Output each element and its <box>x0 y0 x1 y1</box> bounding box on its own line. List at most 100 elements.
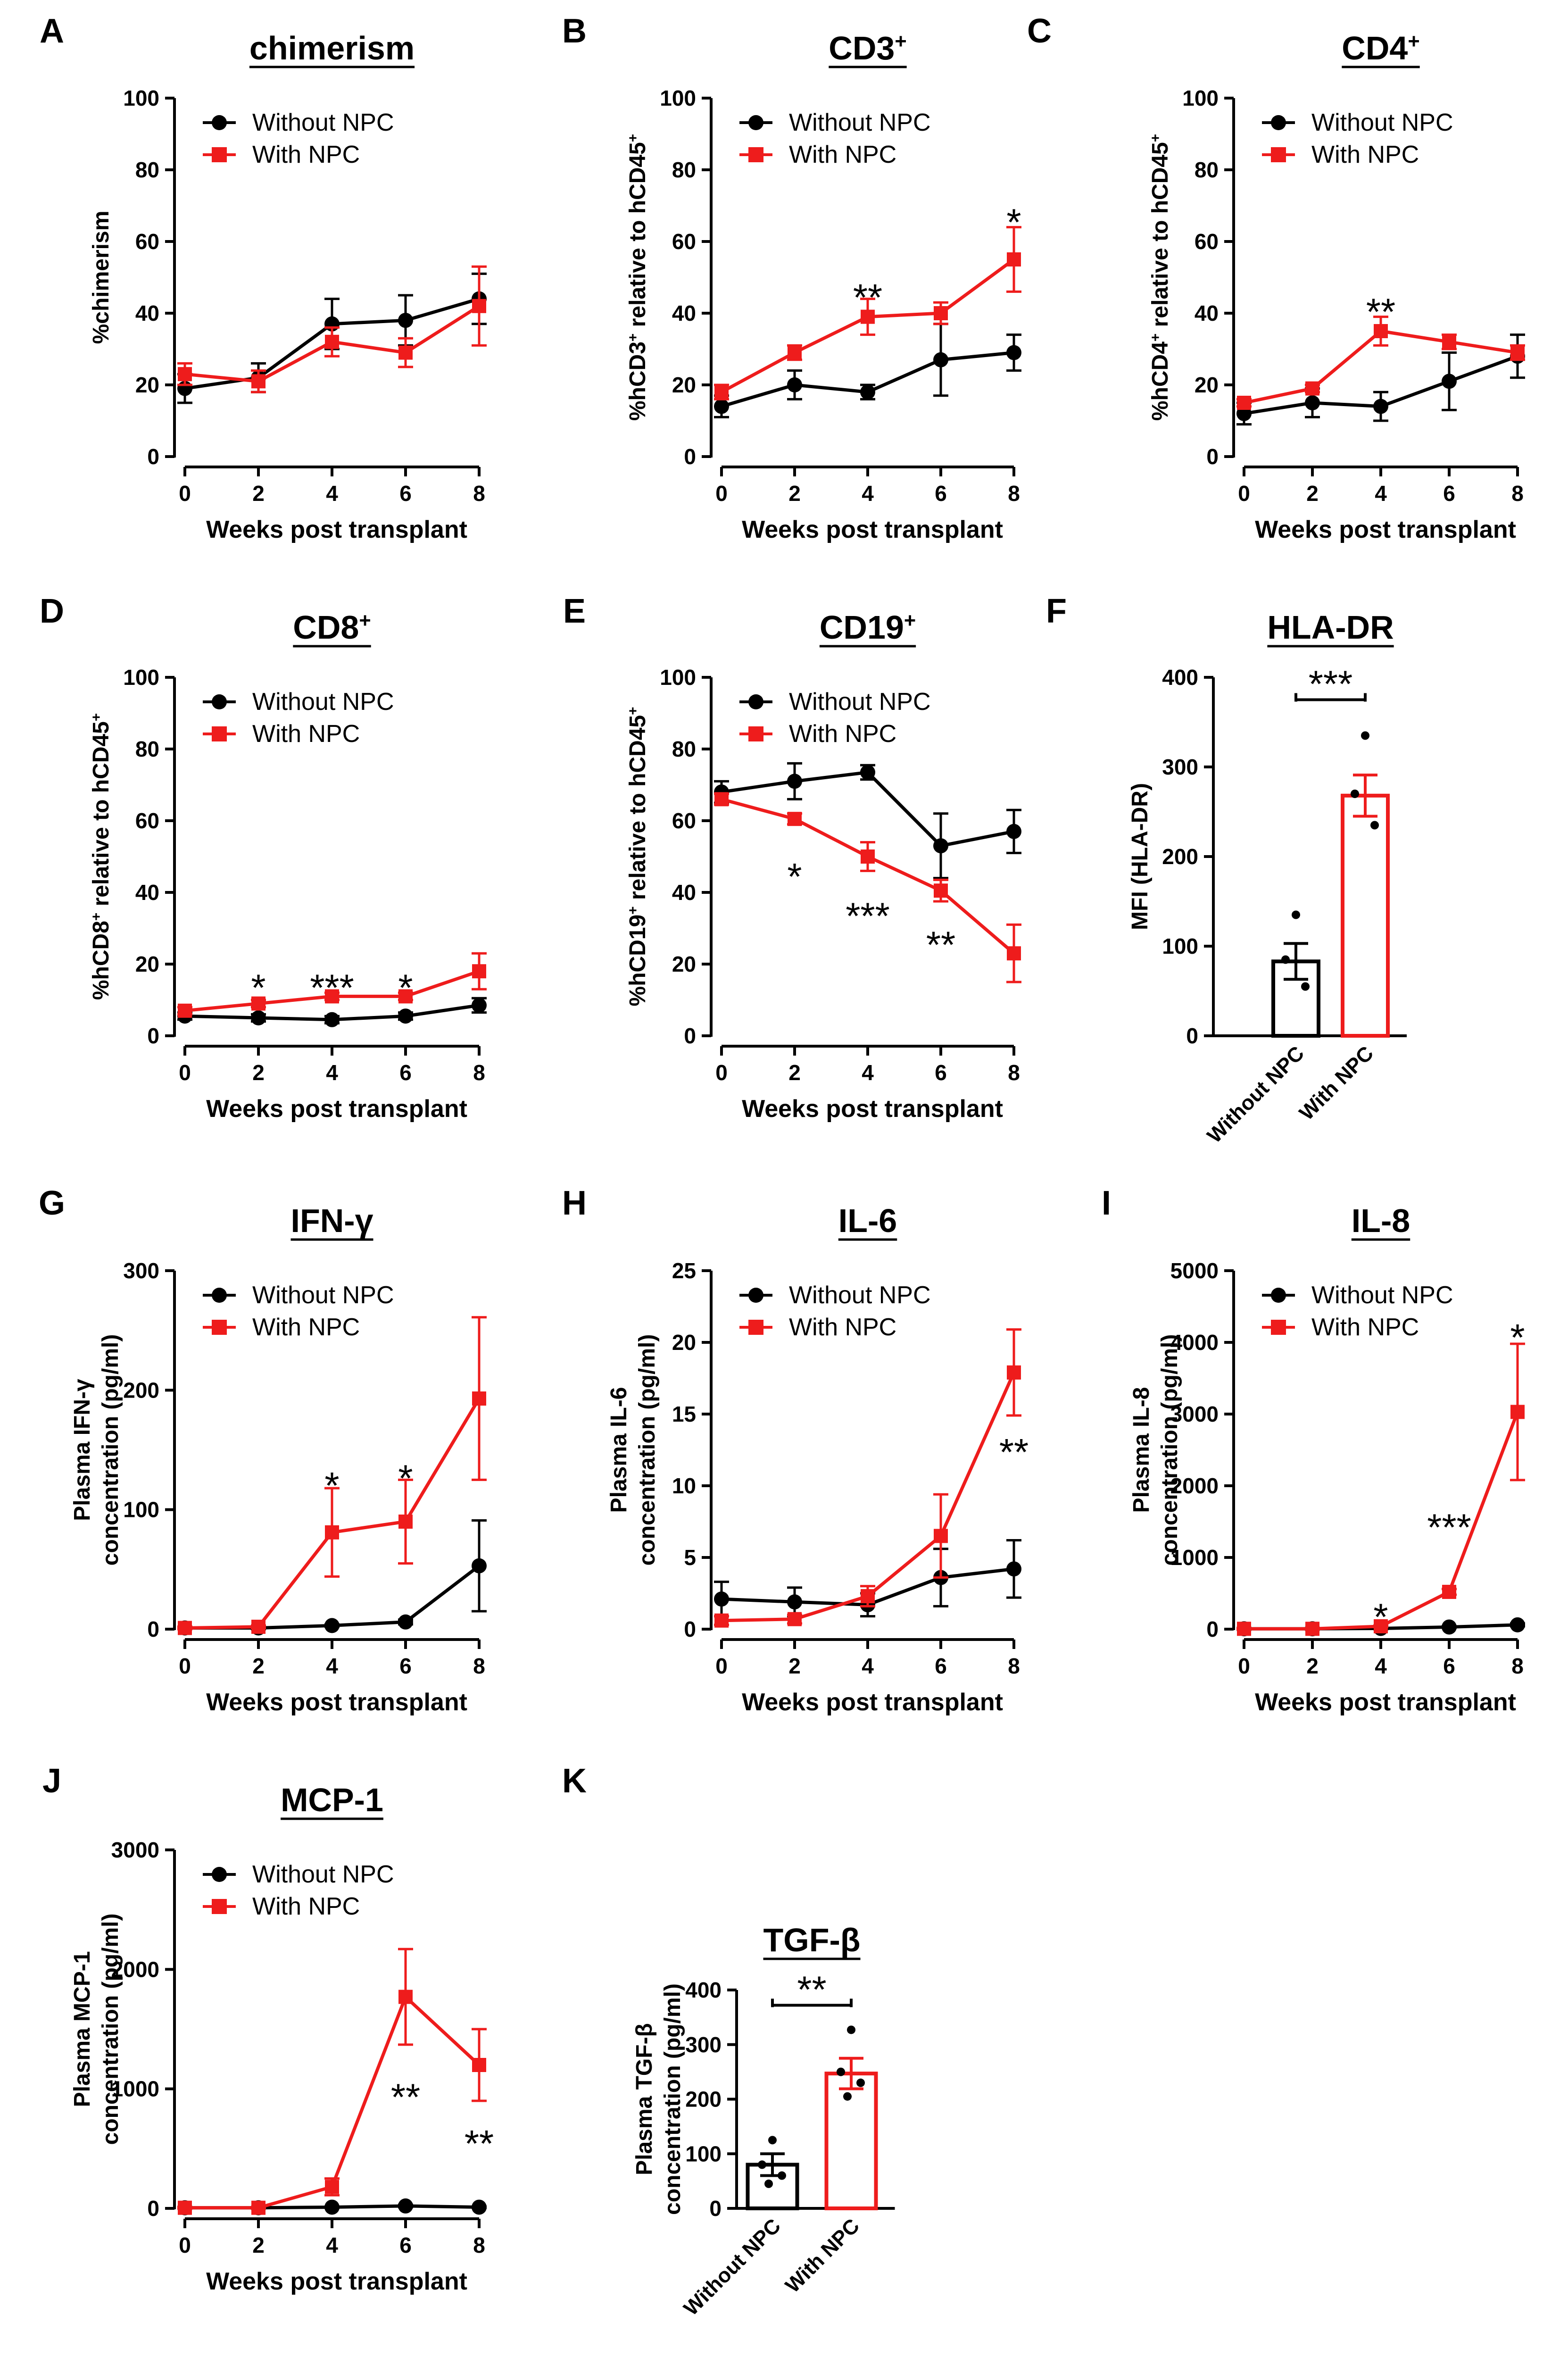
legend-label: Without NPC <box>1311 109 1453 136</box>
significance-marker: * <box>1006 201 1021 243</box>
y-tick-label: 100 <box>660 665 696 690</box>
legend-label: Without NPC <box>252 109 394 136</box>
data-point <box>1007 252 1021 266</box>
significance-marker: ** <box>999 1431 1029 1473</box>
y-tick-label: 0 <box>147 1617 159 1641</box>
x-tick-label: 4 <box>862 1654 874 1678</box>
data-point <box>324 1618 340 1633</box>
legend-label: Without NPC <box>1311 1282 1453 1309</box>
significance-marker: * <box>251 967 265 1009</box>
y-axis-label: concentration (pg/ml) <box>1157 1334 1182 1566</box>
x-tick-label: 0 <box>1238 1654 1250 1678</box>
data-point <box>178 1621 192 1635</box>
legend-label: With NPC <box>252 141 360 168</box>
y-axis-label: %hCD4+ relative to hCD45+ <box>1148 134 1173 421</box>
x-tick-label: 8 <box>1008 481 1020 506</box>
data-point <box>787 1594 802 1610</box>
panel-letter-j: J <box>42 1762 61 1800</box>
x-tick-label: 4 <box>1375 1654 1387 1678</box>
x-tick-label: 2 <box>252 2233 265 2257</box>
individual-point <box>1301 982 1310 991</box>
significance-marker: *** <box>846 895 889 937</box>
y-axis-label: Plasma IL-6 <box>606 1387 631 1513</box>
data-point <box>714 385 729 400</box>
y-tick-label: 60 <box>672 808 696 833</box>
y-tick-label: 20 <box>672 952 696 976</box>
y-tick-label: 0 <box>147 444 159 469</box>
x-tick-label: 4 <box>326 1060 338 1085</box>
data-point <box>398 1614 413 1630</box>
y-tick-label: 100 <box>1162 934 1198 958</box>
x-tick-label: 4 <box>326 1654 338 1678</box>
x-tick-label: 8 <box>1511 1654 1524 1678</box>
data-point <box>1442 1584 1456 1599</box>
legend-marker <box>212 115 227 130</box>
data-point <box>788 1612 802 1626</box>
y-tick-label: 0 <box>684 1617 696 1641</box>
x-tick-label: 8 <box>473 1654 485 1678</box>
x-category-label: With NPC <box>781 2214 864 2297</box>
y-tick-label: 400 <box>685 1978 722 2002</box>
y-tick-label: 3000 <box>1170 1402 1219 1426</box>
x-tick-label: 4 <box>862 1060 874 1085</box>
panel-letter-h: H <box>562 1184 587 1222</box>
x-tick-label: 4 <box>862 481 874 506</box>
individual-point <box>778 2171 786 2180</box>
series-with-npc <box>714 1328 1021 1628</box>
data-point <box>1374 1619 1388 1633</box>
panel-title: IL-6 <box>838 1202 897 1239</box>
y-tick-label: 0 <box>684 1024 696 1048</box>
legend-marker <box>748 1320 763 1335</box>
data-point <box>1305 1622 1319 1636</box>
y-tick-label: 0 <box>684 444 696 469</box>
panel-letter-f: F <box>1046 592 1067 630</box>
bar <box>1341 793 1390 1038</box>
individual-point <box>847 2025 855 2034</box>
data-point <box>398 1515 413 1529</box>
y-tick-label: 200 <box>1162 844 1198 869</box>
panel-letter-k: K <box>562 1762 587 1800</box>
legend-marker <box>748 115 763 130</box>
data-point <box>1442 334 1456 349</box>
data-point <box>472 998 487 1013</box>
y-tick-label: 0 <box>1206 444 1219 469</box>
data-point <box>178 2200 192 2215</box>
data-point <box>934 1529 948 1543</box>
panel-letter-a: A <box>40 12 64 50</box>
data-point <box>934 883 948 898</box>
y-tick-label: 40 <box>672 301 696 325</box>
data-point <box>1006 1561 1021 1577</box>
x-axis-label: Weeks post transplant <box>1255 516 1516 543</box>
y-tick-label: 60 <box>672 229 696 254</box>
y-tick-label: 60 <box>1195 229 1219 254</box>
y-tick-label: 60 <box>135 808 159 833</box>
x-tick-label: 2 <box>252 1654 265 1678</box>
data-point <box>398 989 413 1004</box>
x-axis-label: Weeks post transplant <box>742 1689 1003 1716</box>
y-tick-label: 20 <box>1195 373 1219 397</box>
data-point <box>1006 345 1021 360</box>
x-tick-label: 6 <box>935 481 947 506</box>
x-tick-label: 0 <box>715 1654 728 1678</box>
legend-label: Without NPC <box>789 688 931 716</box>
x-category-label: With NPC <box>1295 1041 1378 1124</box>
individual-point <box>1370 821 1379 830</box>
x-axis-label: Weeks post transplant <box>206 516 467 543</box>
data-point <box>714 399 729 414</box>
y-tick-label: 25 <box>672 1258 696 1283</box>
data-point <box>325 334 339 349</box>
significance-marker: ** <box>853 276 882 318</box>
x-tick-label: 6 <box>399 481 412 506</box>
y-tick-label: 1000 <box>1170 1545 1219 1570</box>
y-axis-label: concentration (pg/ml) <box>98 1914 123 2145</box>
y-axis-label: MFI (HLA-DR) <box>1128 783 1153 930</box>
y-tick-label: 0 <box>1206 1617 1219 1641</box>
y-tick-label: 20 <box>135 952 159 976</box>
data-point <box>788 345 802 360</box>
x-tick-label: 4 <box>326 2233 338 2257</box>
data-point <box>861 1589 875 1604</box>
legend-label: With NPC <box>1311 1314 1419 1341</box>
y-axis-label: %hCD3+ relative to hCD45+ <box>625 134 651 421</box>
